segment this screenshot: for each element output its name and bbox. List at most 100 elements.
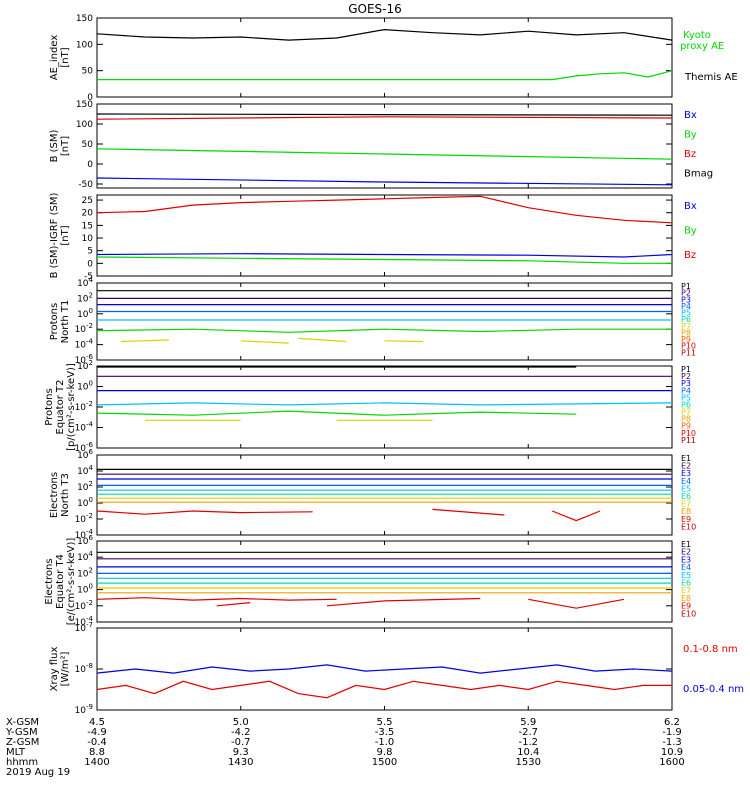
legend-entry: Bmag: [684, 169, 713, 180]
y-axis-label: Xray flux: [49, 647, 60, 692]
legend-entry: E3: [681, 469, 691, 478]
y-tick-label: 150: [76, 100, 93, 110]
x-axis-tick-label: -0.4: [87, 737, 107, 748]
series-line: [97, 70, 673, 81]
legend-entry: E9: [681, 515, 691, 524]
x-axis-tick-label: -0.7: [231, 737, 251, 748]
panel-4: 104 102 100 10-2 10-4 10-6 Protons North T1 P1P2…: [49, 276, 696, 366]
panel-frame: [96, 282, 673, 361]
y-tick-label: 15: [82, 221, 93, 231]
x-axis-tick-label: -1.9: [662, 727, 682, 738]
legend-entry: Themis AE: [684, 72, 738, 83]
x-axis-tick-label: 10.9: [661, 747, 683, 758]
y-tick-label: 10-2: [75, 322, 93, 335]
legend-entry: E6: [681, 492, 691, 501]
y-axis-label: [nT]: [60, 47, 71, 67]
x-axis-tick-label: 6.2: [664, 717, 680, 728]
legend-entry: E1: [681, 454, 691, 463]
y-tick-label: 10-8: [75, 662, 93, 675]
legend-entry: P9: [681, 422, 691, 431]
y-tick-label: 50: [82, 67, 94, 77]
x-axis-tick-label: -2.7: [518, 727, 538, 738]
x-axis-row-label: X-GSM: [6, 717, 39, 728]
x-axis-tick-label: 5.5: [377, 717, 393, 728]
legend-entry: P10: [681, 429, 696, 438]
x-axis-row-label: hhmm: [6, 757, 38, 768]
y-axis-label: Electrons: [44, 558, 55, 604]
panel-frame: [96, 194, 673, 277]
legend-entry: E2: [681, 548, 691, 557]
series-line: [96, 253, 673, 258]
y-tick-label: 100: [77, 583, 93, 596]
panel-7: 106 104 102 100 10-2 10-4 Electrons Equator T4[…: [44, 534, 696, 628]
y-axis-label: Electrons: [49, 472, 60, 518]
series-line: [96, 680, 672, 699]
x-axis-tick-label: 8.8: [89, 747, 105, 758]
page-title: GOES-16: [348, 2, 402, 16]
x-axis-tick-label: -1.0: [375, 737, 395, 748]
y-tick-label: 102: [77, 291, 93, 304]
legend-entry: P2: [681, 289, 691, 298]
legend-entry: P8: [681, 415, 691, 424]
y-axis-label: North T1: [60, 300, 71, 344]
series-line: [240, 340, 289, 344]
legend-entry: E4: [681, 563, 691, 572]
y-tick-label: 0: [87, 160, 93, 170]
legend-entry: P4: [681, 302, 691, 311]
series-line: [432, 508, 505, 516]
legend-entry: E9: [681, 602, 691, 611]
y-tick-label: 10-6: [75, 353, 94, 366]
series-line: [326, 597, 481, 607]
y-tick-label: 104: [77, 276, 93, 289]
legend-entry: E3: [681, 555, 691, 564]
y-tick-label: 5: [87, 247, 93, 257]
y-tick-label: 0: [87, 259, 93, 269]
y-tick-label: 25: [82, 196, 93, 206]
legend-entry: E10: [681, 609, 696, 618]
legend-entry: P9: [681, 335, 691, 344]
y-tick-label: 100: [76, 120, 93, 130]
x-axis-tick-label: 1600: [659, 757, 684, 768]
legend-entry: Bx: [684, 110, 697, 121]
legend-entry: proxy AE: [680, 41, 724, 52]
y-tick-label: 100: [77, 380, 93, 393]
legend-entry: P2: [681, 372, 691, 381]
panel-8: 10-7 10-8 10-9 Xray flux [W/m²] 0.1-0.8 nm 0.0…: [49, 621, 744, 716]
legend-entry: E2: [681, 462, 691, 471]
x-axis-tick-label: 5.0: [233, 717, 249, 728]
y-axis-label: Protons: [44, 388, 55, 425]
y-tick-label: 102: [77, 480, 93, 493]
y-tick-label: 104: [77, 464, 93, 477]
legend-entry: Bz: [684, 250, 696, 261]
legend-entry: E7: [681, 500, 691, 509]
y-axis-label: B (SM)-IGRF (SM): [49, 193, 60, 279]
legend-entry: By: [684, 226, 697, 237]
series-line: [384, 340, 423, 343]
y-tick-label: 10-4: [75, 615, 94, 628]
y-tick-label: -50: [78, 180, 93, 190]
x-axis-row-label: MLT: [6, 747, 26, 758]
series-line: [120, 339, 169, 343]
series-line: [96, 195, 673, 224]
panel-frame: [96, 540, 673, 623]
series-line: [96, 510, 313, 515]
y-tick-label: 10-4: [75, 528, 94, 541]
y-tick-label: 50: [82, 140, 94, 150]
panel-frame: [96, 365, 673, 449]
y-tick-label: 150: [76, 14, 93, 24]
panel-frame: [96, 454, 673, 536]
legend-entry: By: [684, 130, 697, 141]
legend-entry: Bz: [684, 149, 696, 160]
legend-entry: P1: [681, 282, 691, 291]
legend-entry: P5: [681, 393, 691, 402]
x-axis-tick-label: 9.8: [377, 747, 393, 758]
y-axis-label: [e/(cm²-s-sr-keV)]: [66, 538, 77, 626]
legend-entry: P6: [681, 400, 691, 409]
x-axis-tick-label: -4.9: [87, 727, 107, 738]
y-axis-label: [p/(cm²-s-sr-keV)]: [66, 363, 77, 451]
legend-entry: P7: [681, 408, 691, 417]
x-axis-tick-label: -4.2: [231, 727, 251, 738]
legend-entry: P10: [681, 342, 696, 351]
x-axis-tick-label: 1400: [84, 757, 109, 768]
